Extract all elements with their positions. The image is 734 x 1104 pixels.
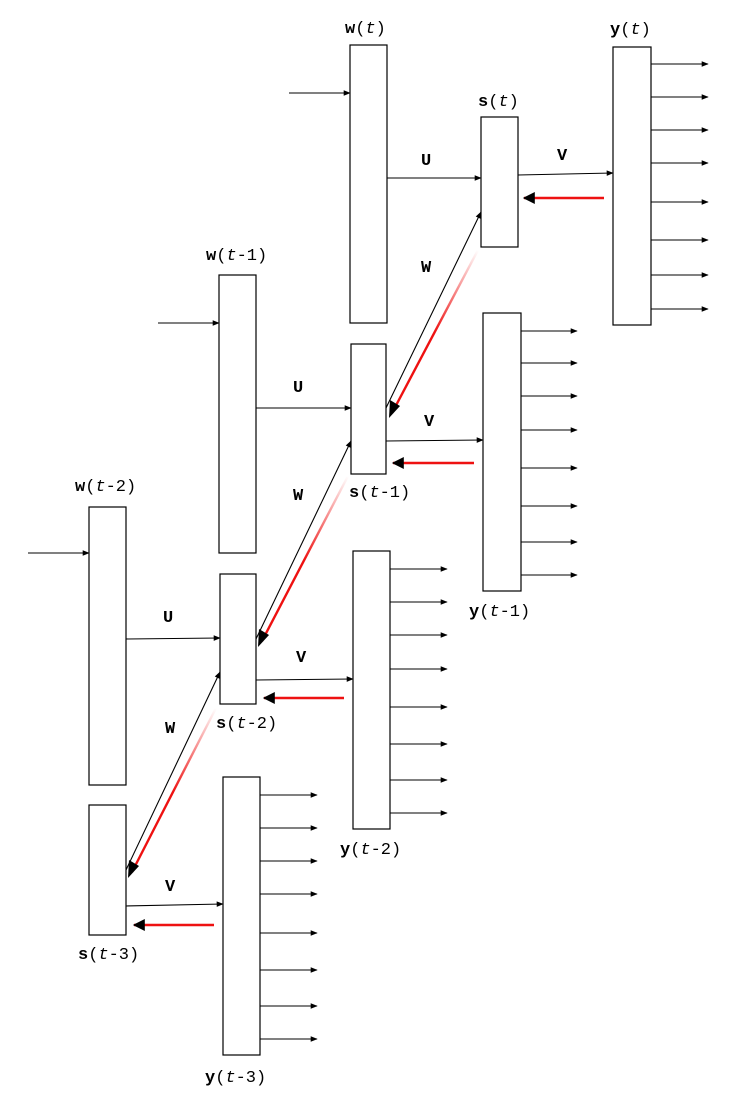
input-layer-w xyxy=(88,506,127,786)
state-layer-s xyxy=(219,573,257,705)
v-arrow xyxy=(517,170,614,176)
state-label: s(t-1) xyxy=(349,484,410,503)
output-label: y(t) xyxy=(610,21,651,40)
v-arrow xyxy=(255,676,354,682)
w-arrow xyxy=(385,211,482,409)
timestep-t-2: w(t-2) U s(t-2) V y(t-2) xyxy=(28,478,448,860)
output-label: y(t-1) xyxy=(469,603,530,622)
output-layer-y xyxy=(222,776,261,1056)
recurrent-link-t1-to-t: W xyxy=(385,211,482,418)
output-arrows xyxy=(521,328,578,578)
v-arrow xyxy=(125,901,224,907)
state-layer-s xyxy=(480,116,519,248)
output-arrows xyxy=(390,566,448,816)
u-label: U xyxy=(421,152,431,171)
backprop-through-time-arrow xyxy=(260,475,350,642)
timestep-t-1: w(t-1) U s(t-1) V y(t-1) xyxy=(158,247,578,622)
state-label: s(t-3) xyxy=(78,946,139,965)
w-label: W xyxy=(165,720,176,739)
state-label: s(t) xyxy=(478,93,519,112)
output-layer-y xyxy=(612,46,652,326)
v-label: V xyxy=(557,147,568,166)
w-arrow xyxy=(125,671,221,871)
output-layer-y xyxy=(352,550,391,830)
v-label: V xyxy=(424,413,435,432)
timestep-t: w(t) U s(t) V y(t) xyxy=(289,20,709,326)
backprop-arrowhead xyxy=(258,629,269,647)
output-label: y(t-2) xyxy=(340,841,401,860)
u-label: U xyxy=(293,379,303,398)
input-label: w(t-2) xyxy=(75,478,136,497)
output-layer-y xyxy=(482,312,522,592)
state-label: s(t-2) xyxy=(216,715,277,734)
output-label: y(t-3) xyxy=(205,1069,266,1088)
backprop-through-time-arrow xyxy=(390,249,480,414)
state-layer-s xyxy=(88,804,127,936)
w-arrow xyxy=(255,440,352,640)
output-arrows xyxy=(651,61,709,312)
recurrent-link-t3-to-t2: W xyxy=(125,671,221,878)
w-label: W xyxy=(421,259,432,278)
v-arrow xyxy=(385,437,484,443)
w-label: W xyxy=(293,487,304,506)
backprop-arrowhead xyxy=(389,400,400,418)
output-arrows xyxy=(260,792,318,1042)
input-label: w(t) xyxy=(345,20,386,39)
state-layer-s xyxy=(350,343,387,475)
input-label: w(t-1) xyxy=(206,247,267,266)
u-label: U xyxy=(163,609,173,628)
recurrent-link-t2-to-t1: W xyxy=(255,440,352,647)
input-layer-w xyxy=(218,274,257,554)
input-layer-w xyxy=(349,44,388,324)
timestep-t-3: s(t-3) V y(t-3) xyxy=(78,776,318,1088)
backprop-through-time-arrow xyxy=(130,707,218,873)
v-label: V xyxy=(296,649,307,668)
v-label: V xyxy=(165,878,176,897)
backprop-arrowhead xyxy=(128,860,139,878)
u-arrow xyxy=(125,635,221,641)
